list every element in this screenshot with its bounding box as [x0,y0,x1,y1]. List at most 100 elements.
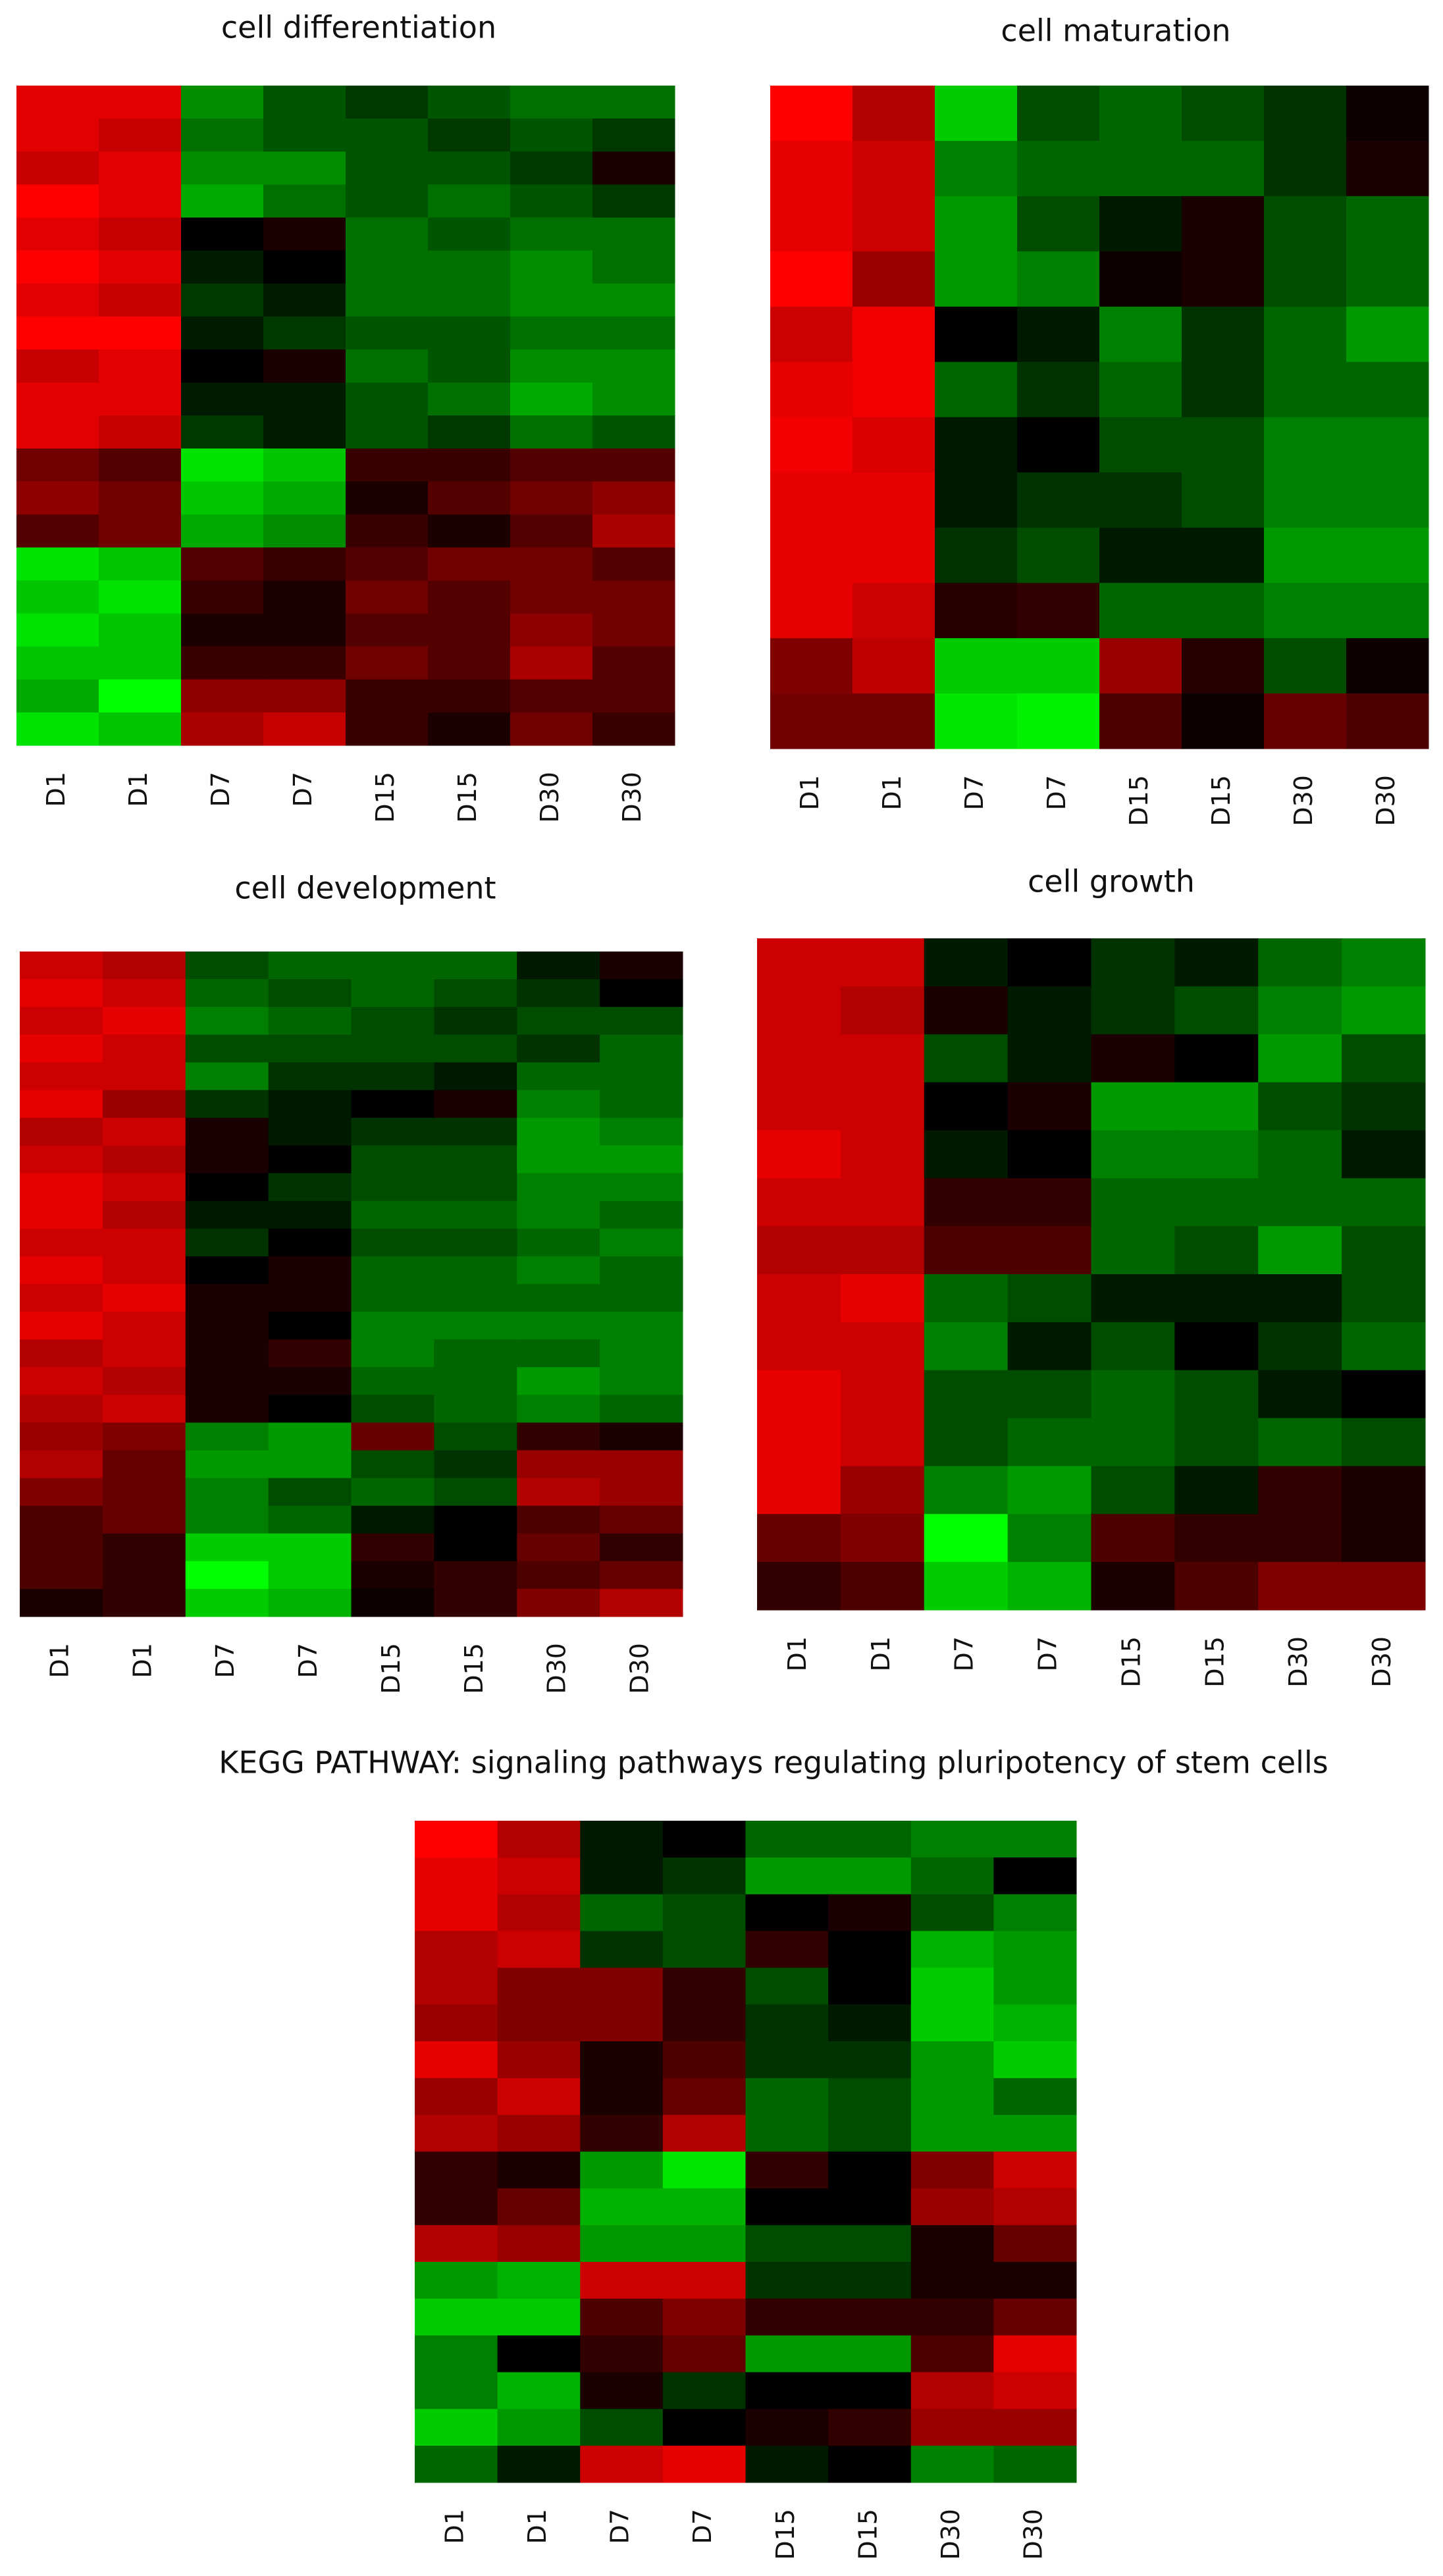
heatmap-cell [828,2114,912,2152]
heatmap-cell [20,1062,103,1090]
heatmap-cell [600,1062,683,1090]
heatmap-cell [268,979,352,1007]
heatmap-cell [263,382,346,416]
heatmap-cell [102,1505,186,1534]
heatmap-cell [1264,306,1347,363]
heatmap-cell [346,580,429,614]
heatmap-cell [351,1007,434,1035]
heatmap-cell [1017,86,1100,142]
heatmap-cell [1099,583,1182,639]
heatmap-cell [181,514,264,548]
heatmap-cell [580,2114,664,2152]
heatmap-cell [434,1588,517,1617]
heatmap-cell [181,86,264,119]
heatmap-cell [1346,693,1429,749]
heatmap-cell [497,2041,581,2079]
heatmap-cell [993,2335,1077,2373]
heatmap-cell [263,416,346,449]
heatmap-cell [185,1256,269,1285]
heatmap-cell [1258,1562,1342,1611]
column-label: D7 [950,1636,979,1671]
heatmap-cell [517,1561,600,1590]
heatmap-cell [828,2004,912,2042]
heatmap-cell [1091,1130,1175,1179]
heatmap-cell [1182,306,1265,363]
heatmap-cell [1342,1178,1426,1227]
heatmap-cell [20,1284,103,1312]
heatmap-cell [428,514,511,548]
heatmap-cell [99,547,182,581]
heatmap-cell [662,2004,746,2042]
heatmap-cell [268,1284,352,1312]
heatmap-cell [268,1561,352,1590]
heatmap-cell [346,416,429,449]
heatmap-cell [510,580,593,614]
heatmap-cell [20,1367,103,1395]
heatmap-cell [1099,86,1182,142]
heatmap-cell [600,1007,683,1035]
heatmap-cell [434,1256,517,1285]
heatmap-cell [1099,251,1182,308]
heatmap-cell [510,547,593,581]
heatmap-cell [510,416,593,449]
heatmap-cell [497,2335,581,2373]
heatmap-cell [346,316,429,350]
heatmap-cell [757,1514,841,1563]
heatmap-cell [1007,1130,1091,1179]
heatmap-cell [840,986,925,1035]
heatmap-cell [1091,986,1175,1035]
heatmap-cell [20,1395,103,1423]
heatmap-cell [351,1284,434,1312]
heatmap-cell [99,349,182,383]
heatmap-cell [1007,1562,1091,1611]
heatmap-cell [757,1178,841,1227]
heatmap-cell [434,1367,517,1395]
heatmap-cell [592,86,675,119]
heatmap-cell [351,1173,434,1202]
chart-title: KEGG PATHWAY: signaling pathways regulat… [219,1745,1328,1781]
column-label: D1 [41,772,70,807]
heatmap-cell [415,2262,498,2299]
heatmap-cell [263,316,346,350]
heatmap-cell [993,2188,1077,2226]
heatmap-cell [268,1034,352,1063]
heatmap-cell [434,1505,517,1534]
heatmap-cell [428,547,511,581]
heatmap-cell [20,1173,103,1202]
heatmap-cell [185,1090,269,1118]
heatmap-cell [1264,693,1347,749]
heatmap-cell [910,2004,994,2042]
heatmap-cell [351,1422,434,1451]
heatmap-cell [434,1450,517,1479]
heatmap-cell [924,1034,1009,1083]
heatmap-cell [351,1200,434,1229]
heatmap-cell [415,2004,498,2042]
heatmap-cell [1174,1322,1259,1371]
heatmap-cell [828,2446,912,2483]
heatmap-cell [1174,1274,1259,1323]
heatmap-cell [428,481,511,515]
heatmap-cell [517,1367,600,1395]
heatmap-cell [346,712,429,746]
heatmap-cell [1017,251,1100,308]
heatmap-cell [770,638,853,694]
heatmap-cell [592,547,675,581]
heatmap-cell [1174,1130,1259,1179]
heatmap-cell [1091,1322,1175,1371]
heatmap-cell [102,1395,186,1423]
column-label: D15 [459,1643,488,1694]
heatmap-cell [517,1339,600,1368]
heatmap-cell [993,2262,1077,2299]
heatmap-cell [1017,693,1100,749]
heatmap-cell [935,196,1018,252]
heatmap-cell [99,646,182,680]
heatmap-cell [1346,583,1429,639]
heatmap-cell [600,1422,683,1451]
heatmap-cell [770,472,853,528]
heatmap-cell [1017,583,1100,639]
heatmap-cell [517,1395,600,1423]
heatmap-cell [1017,417,1100,473]
column-label: D30 [1371,775,1400,826]
heatmap-cell [268,1145,352,1174]
heatmap-cell [268,1312,352,1340]
